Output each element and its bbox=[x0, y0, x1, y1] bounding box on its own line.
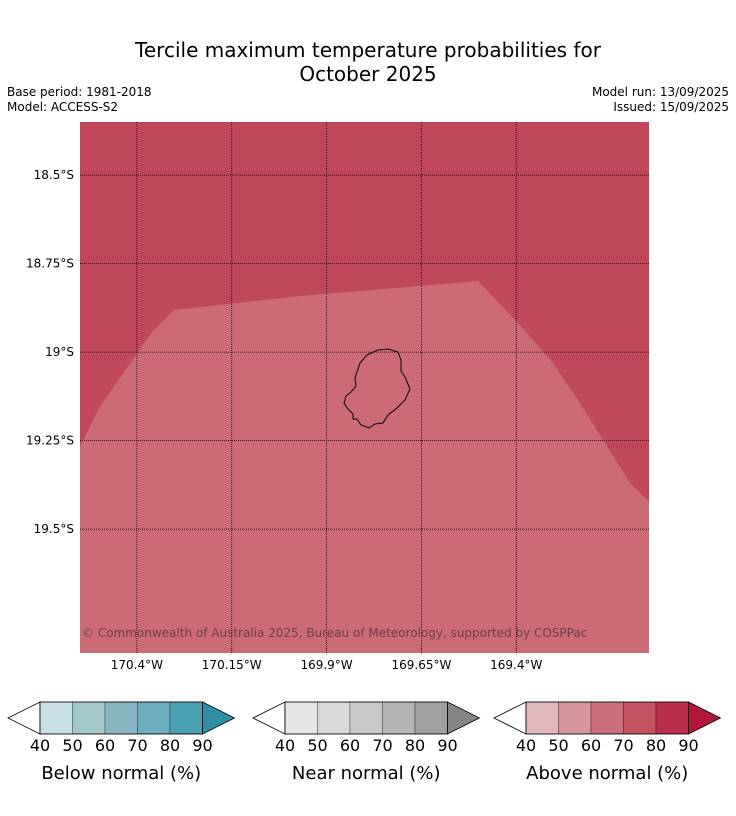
legend-tick-label: 40 bbox=[275, 736, 295, 755]
latitude-label: 19°S bbox=[45, 345, 74, 359]
issued-date: Issued: 15/09/2025 bbox=[613, 100, 729, 114]
legend-tick-label: 90 bbox=[437, 736, 457, 755]
legend-color-swatch bbox=[39, 701, 73, 735]
legend-tick-label: 50 bbox=[307, 736, 327, 755]
niue-coastline bbox=[343, 348, 411, 429]
legend-tick-label: 70 bbox=[372, 736, 392, 755]
legend-tick-label: 40 bbox=[516, 736, 536, 755]
probability-zone-above-70-80 bbox=[80, 281, 649, 653]
legend-title: Near normal (%) bbox=[292, 763, 441, 784]
legend-above-normal: 40 50 60 70 80 90 Above normal (%) bbox=[493, 701, 722, 784]
legend-color-swatch bbox=[169, 701, 203, 735]
longitude-label: 169.9°W bbox=[300, 658, 352, 672]
legend-color-swatch bbox=[72, 701, 106, 735]
legend-color-swatch bbox=[349, 701, 383, 735]
model-name: Model: ACCESS-S2 bbox=[7, 100, 119, 114]
longitude-label: 169.4°W bbox=[490, 658, 542, 672]
legend-near-normal: 40 50 60 70 80 90 Near normal (%) bbox=[252, 701, 481, 784]
base-period: Base period: 1981-2018 bbox=[7, 85, 152, 99]
longitude-label: 170.15°W bbox=[202, 658, 262, 672]
legend-color-swatch bbox=[655, 701, 689, 735]
gridlines bbox=[80, 122, 649, 653]
legend-color-swatch bbox=[284, 701, 318, 735]
map-title: Tercile maximum temperature probabilitie… bbox=[0, 38, 736, 86]
meta-right: Model run: 13/09/2025 Issued: 15/09/2025 bbox=[592, 85, 729, 115]
legend-tick-label: 70 bbox=[613, 736, 633, 755]
legend-color-swatch bbox=[382, 701, 416, 735]
longitude-labels: 170.4°W 170.15°W 169.9°W 169.65°W 169.4°W bbox=[111, 658, 543, 672]
legend-tick-label: 90 bbox=[192, 736, 212, 755]
copyright-notice: © Commonwealth of Australia 2025, Bureau… bbox=[82, 626, 587, 640]
legend-upper-arrow bbox=[447, 701, 481, 735]
legend-tick-label: 80 bbox=[405, 736, 425, 755]
legend-title: Below normal (%) bbox=[41, 763, 201, 784]
map-panel: 18.5°S18.75°S19°S19.25°S19.5°S 170.4°W 17… bbox=[26, 122, 649, 672]
latitude-label: 18.75°S bbox=[26, 257, 74, 271]
legend-color-swatch bbox=[137, 701, 171, 735]
legend-tick-label: 80 bbox=[160, 736, 180, 755]
legend-tick-label: 60 bbox=[340, 736, 360, 755]
legend-panel: 40 50 60 70 80 90 Below normal (%) 40 50 60 70 80 90… bbox=[7, 701, 722, 784]
legend-color-swatch bbox=[558, 701, 592, 735]
latitude-label: 19.25°S bbox=[26, 434, 74, 448]
legend-upper-arrow bbox=[202, 701, 236, 735]
legend-color-swatch bbox=[525, 701, 559, 735]
longitude-label: 169.65°W bbox=[391, 658, 451, 672]
title-line-1: Tercile maximum temperature probabilitie… bbox=[135, 38, 601, 62]
legend-tick-label: 90 bbox=[678, 736, 698, 755]
legend-tick-label: 50 bbox=[62, 736, 82, 755]
title-line-2: October 2025 bbox=[299, 62, 437, 86]
meta-left: Base period: 1981-2018 Model: ACCESS-S2 bbox=[7, 85, 152, 115]
legend-lower-arrow bbox=[7, 701, 41, 735]
legend-tick-label: 70 bbox=[127, 736, 147, 755]
longitude-label: 170.4°W bbox=[111, 658, 163, 672]
latitude-label: 18.5°S bbox=[34, 168, 74, 182]
legend-color-swatch bbox=[414, 701, 448, 735]
legend-tick-label: 80 bbox=[646, 736, 666, 755]
legend-tick-label: 60 bbox=[95, 736, 115, 755]
legend-title: Above normal (%) bbox=[526, 763, 688, 784]
legend-tick-label: 40 bbox=[30, 736, 50, 755]
legend-tick-label: 60 bbox=[581, 736, 601, 755]
legend-lower-arrow bbox=[493, 701, 527, 735]
legend-color-swatch bbox=[104, 701, 138, 735]
legend-below-normal: 40 50 60 70 80 90 Below normal (%) bbox=[7, 701, 236, 784]
legend-upper-arrow bbox=[688, 701, 722, 735]
latitude-label: 19.5°S bbox=[34, 522, 74, 536]
legend-lower-arrow bbox=[252, 701, 286, 735]
latitude-labels: 18.5°S 18.75°S 19°S 19.25°S 19.5°S bbox=[26, 168, 74, 536]
legend-tick-label: 50 bbox=[548, 736, 568, 755]
legend-color-swatch bbox=[317, 701, 351, 735]
legend-color-swatch bbox=[590, 701, 624, 735]
legend-color-swatch bbox=[623, 701, 657, 735]
model-run: Model run: 13/09/2025 bbox=[591, 85, 729, 99]
